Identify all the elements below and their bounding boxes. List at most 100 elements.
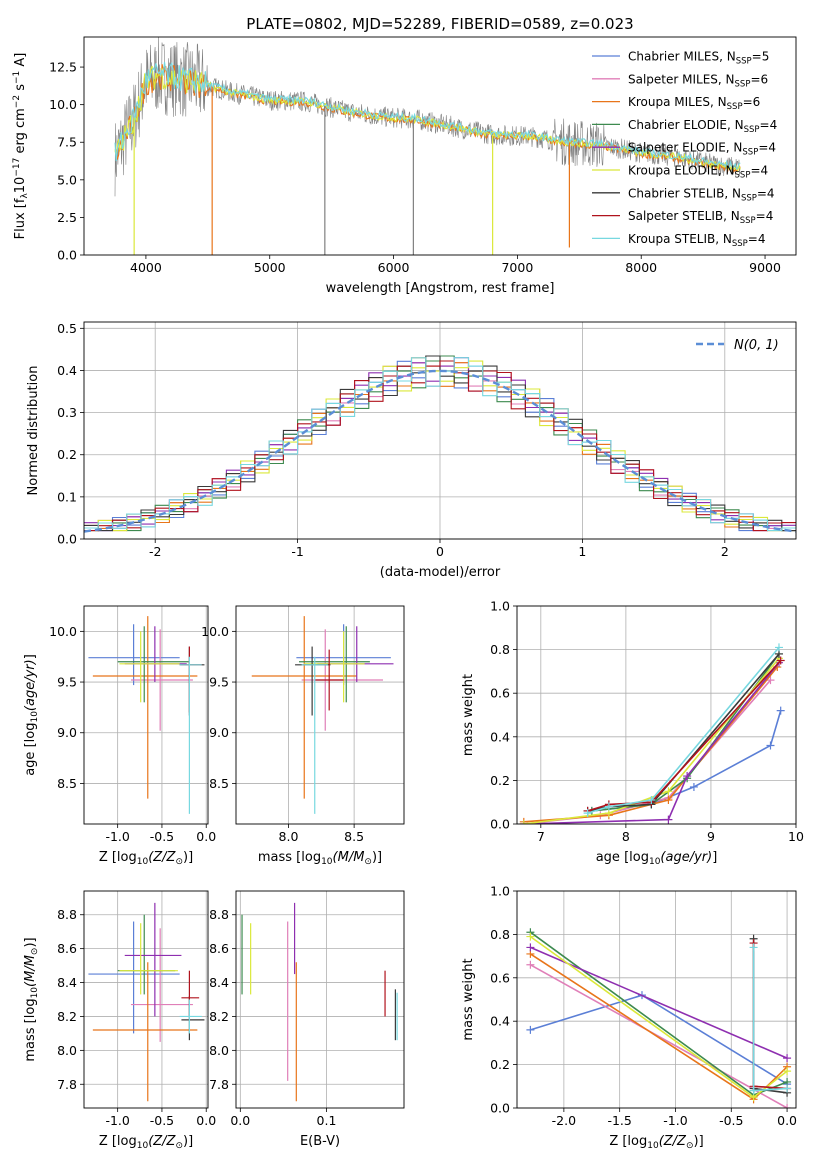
label-part: −17	[12, 158, 22, 177]
x-tick-label: 0.0	[230, 1113, 250, 1128]
age_vs_mass-errorbars	[251, 616, 394, 814]
x-tick-label: 9	[707, 829, 715, 844]
marker-chabrier_miles	[766, 741, 775, 750]
spectrum-frame	[83, 36, 797, 256]
hist-salpeter_stelib	[84, 360, 796, 532]
line-chabrier_elodie	[529, 931, 788, 1096]
age_vs_Z-errorbars	[88, 616, 205, 814]
age_vs_mass-frame	[235, 605, 405, 825]
mass_vs_ebv-xlabel: E(B-V)	[300, 1134, 340, 1149]
legend-label: Salpeter ELODIE, NSSP=4	[628, 141, 776, 158]
weight_vs_Z-lines	[526, 928, 792, 1108]
marker-kroupa_elodie	[664, 787, 673, 796]
label-part: 10	[137, 857, 149, 867]
residual-legend: N(0, 1)	[696, 338, 779, 353]
mass_vs_Z-errorbars	[88, 902, 205, 1102]
marker-salpeter_miles	[526, 960, 535, 969]
legend-label-sub: SSP	[735, 79, 751, 89]
y-tick-label: 0.8	[490, 642, 510, 657]
x-tick-label: -2.0	[552, 1113, 576, 1128]
x-tick-label: 7	[537, 829, 545, 844]
x-tick-label: -1.0	[105, 1113, 129, 1128]
label-part: λ	[20, 193, 30, 199]
mass_vs_ebv-frame	[235, 890, 405, 1109]
x-tick-label: 5000	[254, 260, 286, 275]
line-chabrier_miles	[530, 994, 788, 1085]
y-tick-label: 0.0	[57, 248, 77, 263]
x-tick-label: 8	[622, 829, 630, 844]
legend-label-count: =4	[758, 141, 776, 155]
y-tick-label: 8.8	[57, 907, 77, 922]
label-part: mass weight	[461, 958, 476, 1040]
x-tick-label: -1.0	[105, 829, 129, 844]
y-tick-label: 9.0	[209, 725, 229, 740]
legend-label-text: Salpeter MILES, N	[628, 72, 735, 86]
x-tick-label: -1	[291, 544, 303, 559]
legend-label: Salpeter STELIB, NSSP=4	[628, 209, 773, 226]
x-tick-label: 0.0	[196, 1113, 216, 1128]
residuals-xlabel: (data-model)/error	[380, 565, 501, 580]
weight_vs_age-xlabel: age [log10(age/yr)]	[596, 850, 718, 867]
weight_vs_age-axes: 7 8 9 10 0.0 0.2 0.4 0.6 0.8 1.0	[490, 599, 804, 845]
mass_vs_Z-xlabel: Z [log10(Z/Z⊙)]	[99, 1134, 193, 1151]
line-kroupa_stelib	[752, 947, 788, 1092]
y-tick-label: 8.4	[57, 975, 77, 990]
y-tick-label: 8.5	[57, 776, 77, 791]
legend-label: Salpeter MILES, NSSP=6	[628, 72, 768, 89]
legend-label-text: Kroupa ELODIE, N	[628, 164, 735, 178]
mass_vs_Z-ylabel: mass [log10(M/M⊙)]	[23, 937, 40, 1061]
label-part: E(B-V)	[300, 1134, 340, 1149]
age_vs_Z-axes: -1.0 -0.5 0.0 8.5 9.0 9.5 10.0	[49, 606, 216, 844]
y-tick-label: 8.4	[209, 975, 229, 990]
line-kroupa_stelib	[587, 646, 780, 814]
legend-label-text: Chabrier ELODIE, N	[628, 118, 744, 132]
label-part: (Z/Z	[148, 850, 176, 865]
x-tick-label: -2	[149, 544, 161, 559]
y-tick-label: 0.2	[490, 1057, 510, 1072]
mass_vs_Z-frame	[83, 890, 209, 1109]
y-tick-label: 0.4	[57, 363, 77, 378]
weight_vs_Z-axes: -2.0 -1.5 -1.0 -0.5 0.0 0.0 0.2 0.4 0.6 0.8 1.0	[490, 884, 797, 1129]
legend-label-text: Salpeter ELODIE, N	[628, 141, 742, 155]
y-tick-label: 8.8	[209, 907, 229, 922]
x-tick-label: 0.0	[196, 829, 216, 844]
residuals-frame	[83, 321, 797, 540]
marker-salpeter_elodie	[683, 772, 692, 781]
spectrum-data-line	[114, 37, 741, 197]
marker-chabrier_miles	[776, 706, 785, 715]
legend-label: Chabrier MILES, NSSP=5	[628, 50, 769, 67]
label-part: 10	[30, 987, 40, 999]
label-part: ⊙	[175, 857, 183, 867]
hist-kroupa_stelib	[84, 357, 796, 532]
marker-salpeter_elodie	[783, 1054, 792, 1063]
label-part: ⊙	[686, 1141, 694, 1151]
y-tick-label: 10.0	[201, 624, 229, 639]
label-part: s	[13, 84, 28, 95]
y-tick-label: 7.5	[57, 135, 77, 150]
y-tick-label: 0.1	[57, 489, 77, 504]
label-part: (Z/Z	[148, 1134, 176, 1149]
x-tick-label: 0.0	[777, 1113, 797, 1128]
x-tick-label: -1.5	[607, 1113, 631, 1128]
marker-kroupa_stelib	[749, 943, 758, 952]
x-tick-label: 8.0	[279, 829, 299, 844]
legend-label: Kroupa STELIB, NSSP=4	[628, 232, 766, 249]
label-part: (age/yr)	[660, 850, 712, 865]
y-tick-label: 7.8	[209, 1077, 229, 1092]
label-part: 10	[321, 857, 333, 867]
label-part: (M/M	[23, 955, 38, 987]
y-tick-label: 9.5	[209, 675, 229, 690]
y-tick-label: 8.0	[57, 1043, 77, 1058]
legend-label-count: =4	[757, 186, 775, 200]
legend-label-count: =4	[756, 209, 774, 223]
weight_vs_age-frame	[516, 605, 797, 825]
spectrum-model-kroupa_elodie	[114, 65, 741, 173]
x-tick-label: 2	[721, 544, 729, 559]
weight_vs_Z-xlabel: Z [log10(Z/Z⊙)]	[609, 1134, 703, 1151]
legend-label-count: =6	[743, 95, 761, 109]
spectrum-ylabel: Flux [fλ10−17 erg cm−2 s−1 A]	[12, 53, 30, 240]
line-chabrier_stelib	[752, 938, 788, 1094]
label-part: (data-model)/error	[380, 565, 501, 580]
y-tick-label: 0.0	[490, 817, 510, 832]
mass_vs_ebv-axes: 0.0 0.1 7.8 8.0 8.2 8.4 8.6 8.8	[209, 891, 404, 1128]
